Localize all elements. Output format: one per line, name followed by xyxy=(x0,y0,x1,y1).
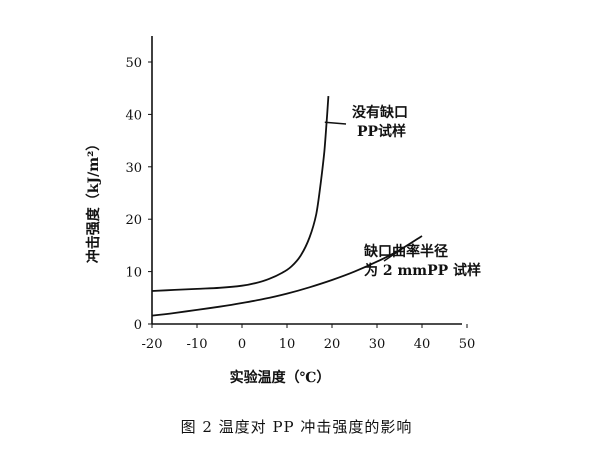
series-annotation: PP试样 xyxy=(357,123,406,140)
y-tick-label: 40 xyxy=(125,108,142,123)
x-tick-label: -10 xyxy=(187,337,208,352)
series-notched-2mm xyxy=(151,235,423,317)
x-axis-label: 实验温度（℃） xyxy=(230,369,331,386)
leader-line xyxy=(324,121,347,125)
x-tick-label: -20 xyxy=(142,337,163,352)
x-tick-label: 30 xyxy=(369,337,386,352)
series-layer xyxy=(151,96,423,317)
y-tick-label: 30 xyxy=(125,161,142,176)
x-tick-label: 50 xyxy=(459,337,476,352)
series-annotation: 为 2 mmPP 试样 xyxy=(364,262,481,279)
x-tick-label: 40 xyxy=(414,337,431,352)
axes xyxy=(151,36,462,325)
x-tick-label: 0 xyxy=(238,337,246,352)
series-annotation: 缺口曲率半径 xyxy=(364,243,448,260)
leader-line xyxy=(383,246,405,262)
y-tick-label: 10 xyxy=(125,266,142,281)
y-tick-label: 0 xyxy=(134,318,142,333)
y-axis-ticks: 0 10 20 30 40 50 xyxy=(125,56,152,333)
y-axis-label: 冲击强度（kJ/m²） xyxy=(85,137,102,263)
x-axis-ticks: -20 -10 0 10 20 30 40 50 xyxy=(142,324,476,352)
y-tick-label: 50 xyxy=(125,56,142,71)
series-annotation: 没有缺口 xyxy=(352,104,408,121)
series-unnotched xyxy=(151,96,330,292)
y-tick-label: 20 xyxy=(125,213,142,228)
impact-strength-chart: -20 -10 0 10 20 30 40 50 0 10 20 30 40 50 没有缺口 PP试样缺口… xyxy=(85,36,481,386)
figure-caption: 图 2 温度对 PP 冲击强度的影响 xyxy=(180,418,413,436)
x-tick-label: 20 xyxy=(324,337,341,352)
x-tick-label: 10 xyxy=(279,337,296,352)
